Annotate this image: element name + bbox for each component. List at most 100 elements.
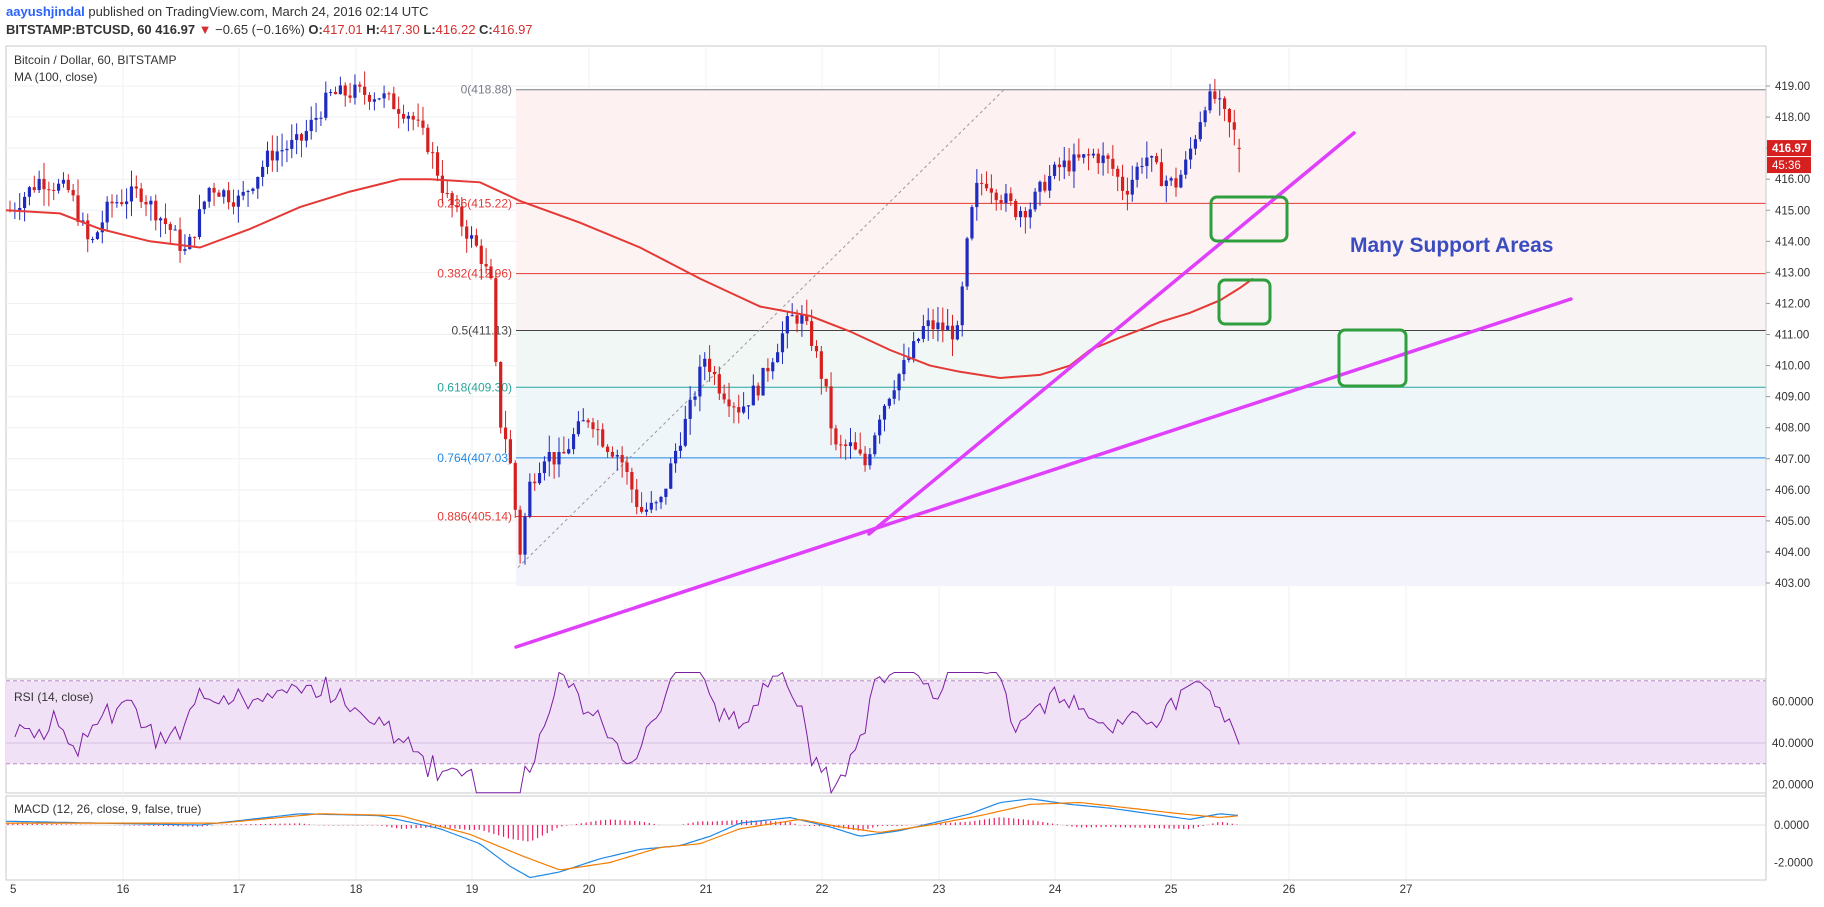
candle-body: [460, 206, 464, 227]
last-price: 416.97: [155, 22, 196, 37]
symbol-label: BITSTAMP:BTCUSD, 60: [6, 22, 152, 37]
candle-body: [882, 405, 887, 420]
close-value: 416.97: [492, 22, 533, 37]
candle-body: [897, 374, 901, 391]
candle-body: [698, 366, 702, 397]
macd-line: [6, 798, 1239, 879]
time-tick-label: 21: [700, 884, 713, 896]
quote-line: BITSTAMP:BTCUSD, 60 416.97 ▼ −0.65 (−0.1…: [6, 22, 533, 37]
fib-zone: [516, 89, 1766, 204]
candle-body: [1150, 156, 1154, 158]
candle-body: [343, 85, 347, 96]
candle-body: [834, 428, 838, 445]
candle-body: [358, 84, 362, 87]
candle-body: [999, 200, 1003, 203]
candle-body: [1164, 180, 1168, 187]
candle-body: [669, 463, 673, 489]
candle-body: [1169, 178, 1173, 181]
candle-body: [22, 196, 27, 209]
candle-body: [912, 341, 916, 359]
candle-body: [445, 192, 449, 194]
published-text: published on TradingView.com, March 24, …: [88, 4, 429, 19]
support-annotation: Many Support Areas: [1350, 234, 1553, 257]
candle-body: [348, 95, 352, 98]
candle-body: [547, 452, 551, 462]
price-axis: [1766, 46, 1824, 880]
candle-body: [853, 442, 857, 450]
fib-zone: [516, 203, 1766, 274]
candle-body: [1028, 209, 1032, 218]
price-tick-label: 403.00: [1775, 578, 1810, 590]
candle-body: [630, 472, 634, 490]
candle-body: [494, 278, 498, 363]
candle-body: [591, 422, 595, 430]
candle-body: [469, 235, 474, 239]
candle-body: [649, 502, 653, 510]
candle-body: [1203, 110, 1207, 123]
candle-body: [1009, 193, 1013, 202]
author-link[interactable]: aayushjindal: [6, 4, 85, 19]
candle-body: [887, 398, 891, 406]
candle-body: [397, 109, 401, 114]
candle-body: [465, 226, 469, 239]
candle-body: [256, 176, 260, 189]
candle-body: [975, 182, 979, 208]
candle-body: [722, 393, 726, 400]
candle-body: [1086, 154, 1091, 156]
candle-body: [295, 134, 299, 140]
candle-body: [620, 455, 624, 463]
support-box: [1217, 278, 1272, 326]
candle-body: [1018, 211, 1023, 218]
candle-body: [615, 455, 619, 457]
fib-zone: [516, 273, 1766, 331]
candle-body: [965, 238, 969, 287]
candle-body: [392, 93, 396, 110]
candle-body: [1116, 168, 1120, 177]
candle-body: [946, 325, 950, 330]
fib-zone: [516, 516, 1766, 587]
candle-body: [129, 186, 134, 202]
candle-body: [314, 117, 318, 120]
candle-body: [1111, 158, 1115, 169]
candle-body: [484, 264, 488, 267]
candle-body: [732, 406, 736, 408]
candle-body: [848, 442, 853, 447]
candle-body: [664, 488, 668, 497]
candle-body: [785, 316, 789, 334]
time-tick-label: 22: [816, 884, 829, 896]
candle-body: [727, 399, 731, 407]
candle-body: [90, 239, 95, 241]
ma-legend: MA (100, close): [14, 70, 97, 84]
candle-body: [81, 220, 85, 222]
candle-body: [1077, 154, 1081, 158]
candle-body: [474, 235, 478, 246]
candle-body: [426, 127, 430, 153]
price-tick-label: 405.00: [1775, 516, 1810, 528]
candle-body: [907, 358, 911, 360]
candle-body: [1140, 166, 1144, 168]
last-price-label: 416.97: [1772, 143, 1807, 155]
candle-body: [1184, 159, 1188, 175]
candle-body: [333, 91, 338, 95]
candle-body: [508, 439, 513, 463]
candle-body: [557, 452, 561, 465]
time-tick-label: 17: [233, 884, 246, 896]
candle-body: [916, 338, 921, 342]
candle-body: [1154, 156, 1159, 163]
candle-body: [717, 374, 721, 394]
candle-body: [290, 139, 294, 149]
candle-body: [440, 175, 444, 193]
candle-body: [489, 266, 493, 279]
candle-body: [1237, 147, 1241, 150]
macd-tick-label: 0.0000: [1774, 820, 1809, 832]
time-tick-label: 26: [1283, 884, 1296, 896]
candle-body: [1213, 91, 1217, 99]
rsi-band: [6, 680, 1766, 764]
fib-level-label: 0(418.88): [461, 83, 512, 97]
candle-body: [1159, 162, 1164, 187]
candle-body: [304, 131, 308, 141]
candle-body: [149, 200, 153, 205]
candle-body: [513, 462, 517, 510]
candle-body: [989, 188, 993, 193]
